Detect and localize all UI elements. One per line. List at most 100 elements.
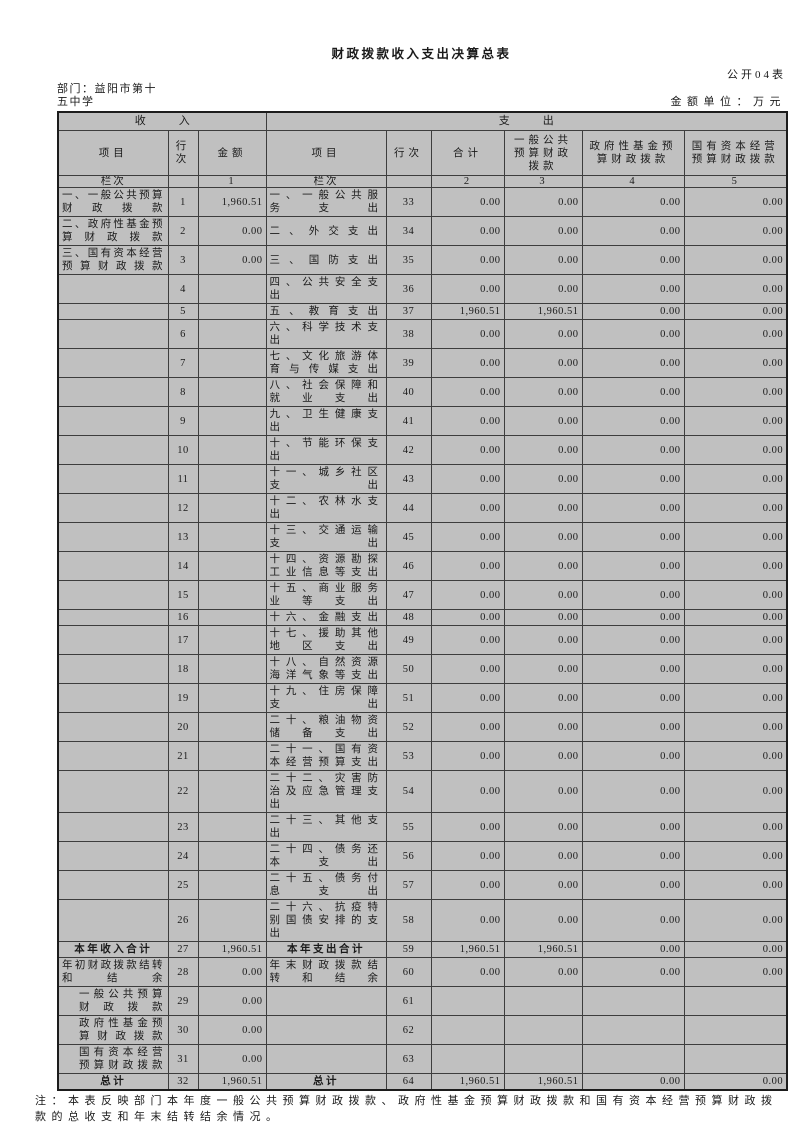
expense-item-cell: 十九、住房保障支出 xyxy=(265,683,387,713)
expense-line-cell: 58 xyxy=(385,899,432,942)
expense-state-capital-cell: 0.00 xyxy=(683,493,788,523)
expense-general-budget-cell: 1,960.51 xyxy=(503,303,583,320)
income-item-cell: 一、一般公共预算财政拨款 xyxy=(57,187,169,217)
income-amount-cell xyxy=(197,551,267,581)
expense-line-cell: 59 xyxy=(385,941,432,958)
income-line-cell: 7 xyxy=(167,348,199,378)
expense-item-cell: 二十、粮油物资储备支出 xyxy=(265,712,387,742)
income-line-cell: 12 xyxy=(167,493,199,523)
income-item-cell xyxy=(57,609,169,626)
expense-general-budget-cell xyxy=(503,986,583,1016)
income-amount-cell xyxy=(197,406,267,436)
income-amount-cell xyxy=(197,493,267,523)
income-line-cell: 9 xyxy=(167,406,199,436)
income-item-cell xyxy=(57,348,169,378)
expense-total-cell: 0.00 xyxy=(430,609,505,626)
income-line-cell: 24 xyxy=(167,841,199,871)
expense-general-budget-cell: 0.00 xyxy=(503,609,583,626)
income-item-cell xyxy=(57,580,169,610)
expense-item-cell: 十六、金融支出 xyxy=(265,609,387,626)
expense-total-cell: 0.00 xyxy=(430,551,505,581)
table-row: 总计 32 1,960.51 总计 64 1,960.51 1,960.51 0.00 0.00 xyxy=(57,1073,788,1091)
income-item-cell xyxy=(57,377,169,407)
column-index-row: 栏次 1 栏次 2 3 4 5 xyxy=(57,175,788,188)
expense-general-budget-cell: 0.00 xyxy=(503,741,583,771)
table-row: 11 十一、城乡社区支出 43 0.00 0.00 0.00 0.00 xyxy=(57,464,788,494)
income-amount-cell xyxy=(197,464,267,494)
table-row: 本年收入合计 27 1,960.51 本年支出合计 59 1,960.51 1,960.51… xyxy=(57,941,788,958)
department-label: 部门：益阳市第十五中学 xyxy=(57,83,157,108)
expense-state-capital-cell: 0.00 xyxy=(683,377,788,407)
expense-gov-fund-cell: 0.00 xyxy=(581,899,685,942)
expense-item-cell: 总计 xyxy=(265,1073,387,1091)
table-row: 17 十七、援助其他地区支出 49 0.00 0.00 0.00 0.00 xyxy=(57,625,788,655)
income-item-cell xyxy=(57,493,169,523)
expense-total-cell: 0.00 xyxy=(430,464,505,494)
col-header-expense-item: 项目 xyxy=(265,130,387,176)
expense-total-cell: 0.00 xyxy=(430,580,505,610)
expense-line-cell: 64 xyxy=(385,1073,432,1091)
expense-total-cell: 0.00 xyxy=(430,770,505,813)
income-item-cell: 年初财政拨款结转和结余 xyxy=(57,957,169,987)
table-row: 23 二十三、其他支出 55 0.00 0.00 0.00 0.00 xyxy=(57,812,788,842)
income-line-cell: 19 xyxy=(167,683,199,713)
income-amount-cell xyxy=(197,609,267,626)
expense-item-cell: 七、文化旅游体育与传媒支出 xyxy=(265,348,387,378)
expense-total-cell xyxy=(430,1015,505,1045)
expense-line-cell: 56 xyxy=(385,841,432,871)
income-line-cell: 17 xyxy=(167,625,199,655)
table-row: 三、国有资本经营预算财政拨款 3 0.00 三、国防支出 35 0.00 0.00 0.00 0… xyxy=(57,245,788,275)
income-line-cell: 1 xyxy=(167,187,199,217)
expense-gov-fund-cell: 0.00 xyxy=(581,551,685,581)
income-item-cell: 政府性基金预算财政拨款 xyxy=(57,1015,169,1045)
expense-state-capital-cell: 0.00 xyxy=(683,303,788,320)
income-amount-cell xyxy=(197,274,267,304)
expense-line-cell: 55 xyxy=(385,812,432,842)
expense-gov-fund-cell: 0.00 xyxy=(581,654,685,684)
expense-item-cell xyxy=(265,1044,387,1074)
expense-gov-fund-cell: 0.00 xyxy=(581,841,685,871)
income-line-cell: 11 xyxy=(167,464,199,494)
income-item-cell xyxy=(57,654,169,684)
table-row: 9 九、卫生健康支出 41 0.00 0.00 0.00 0.00 xyxy=(57,406,788,436)
expense-gov-fund-cell xyxy=(581,986,685,1016)
income-line-cell: 22 xyxy=(167,770,199,813)
expense-line-cell: 35 xyxy=(385,245,432,275)
expense-state-capital-cell: 0.00 xyxy=(683,899,788,942)
income-item-cell: 国有资本经营预算财政拨款 xyxy=(57,1044,169,1074)
expense-line-cell: 36 xyxy=(385,274,432,304)
income-item-cell xyxy=(57,522,169,552)
expense-state-capital-cell: 0.00 xyxy=(683,1073,788,1091)
expense-item-cell: 二十二、灾害防治及应急管理支出 xyxy=(265,770,387,813)
expense-item-cell: 十二、农林水支出 xyxy=(265,493,387,523)
expense-total-cell: 0.00 xyxy=(430,741,505,771)
expense-general-budget-cell: 0.00 xyxy=(503,812,583,842)
income-item-cell xyxy=(57,406,169,436)
income-line-cell: 5 xyxy=(167,303,199,320)
income-line-cell: 30 xyxy=(167,1015,199,1045)
col-header-income-line: 行次 xyxy=(167,130,199,176)
expense-item-cell: 一、一般公共服务支出 xyxy=(265,187,387,217)
table-row: 一、一般公共预算财政拨款 1 1,960.51 一、一般公共服务支出 33 0.00 0.0… xyxy=(57,187,788,217)
table-row: 6 六、科学技术支出 38 0.00 0.00 0.00 0.00 xyxy=(57,319,788,349)
expense-general-budget-cell: 0.00 xyxy=(503,625,583,655)
expense-item-cell xyxy=(265,986,387,1016)
table-row: 19 十九、住房保障支出 51 0.00 0.00 0.00 0.00 xyxy=(57,683,788,713)
col-header-total: 合计 xyxy=(430,130,505,176)
expense-item-cell: 九、卫生健康支出 xyxy=(265,406,387,436)
table-row: 21 二十一、国有资本经营预算支出 53 0.00 0.00 0.00 0.00 xyxy=(57,741,788,771)
col-header-expense-line: 行次 xyxy=(385,130,432,176)
income-amount-cell: 0.00 xyxy=(197,1044,267,1074)
expense-state-capital-cell: 0.00 xyxy=(683,712,788,742)
expense-line-cell: 49 xyxy=(385,625,432,655)
expense-item-cell: 二十五、债务付息支出 xyxy=(265,870,387,900)
income-amount-cell xyxy=(197,683,267,713)
expense-line-cell: 46 xyxy=(385,551,432,581)
income-item-cell xyxy=(57,464,169,494)
expense-line-cell: 62 xyxy=(385,1015,432,1045)
income-item-cell xyxy=(57,551,169,581)
expense-state-capital-cell: 0.00 xyxy=(683,319,788,349)
expense-total-cell: 0.00 xyxy=(430,870,505,900)
expense-state-capital-cell: 0.00 xyxy=(683,812,788,842)
expense-item-cell: 八、社会保障和就业支出 xyxy=(265,377,387,407)
